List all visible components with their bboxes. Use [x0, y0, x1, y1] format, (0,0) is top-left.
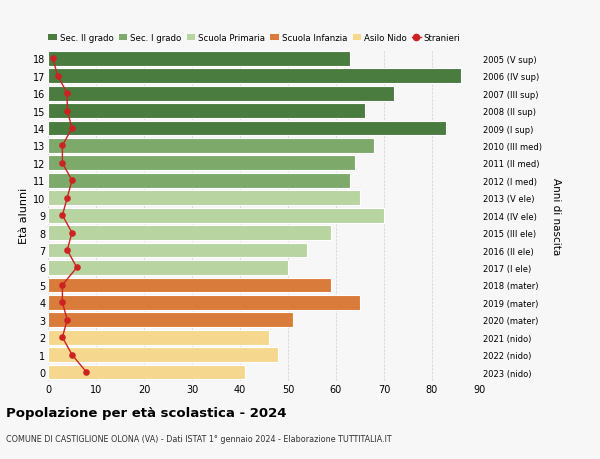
- Bar: [48, 52, 350, 67]
- Point: [62, 90, 72, 98]
- Point: [67, 177, 77, 185]
- Point: [67, 125, 77, 133]
- Y-axis label: Età alunni: Età alunni: [19, 188, 29, 244]
- Bar: [48, 69, 461, 84]
- Point: [72, 264, 82, 272]
- Point: [58, 334, 67, 341]
- Point: [67, 351, 77, 358]
- Bar: [48, 365, 245, 380]
- Legend: Sec. II grado, Sec. I grado, Scuola Primaria, Scuola Infanzia, Asilo Nido, Stran: Sec. II grado, Sec. I grado, Scuola Prim…: [48, 34, 460, 43]
- Point: [48, 56, 58, 63]
- Y-axis label: Anni di nascita: Anni di nascita: [551, 177, 561, 254]
- Point: [62, 316, 72, 324]
- Bar: [48, 208, 384, 223]
- Bar: [48, 261, 288, 275]
- Bar: [48, 347, 278, 362]
- Point: [58, 212, 67, 219]
- Point: [62, 247, 72, 254]
- Bar: [48, 295, 360, 310]
- Bar: [48, 330, 269, 345]
- Point: [53, 73, 62, 80]
- Point: [58, 299, 67, 306]
- Point: [82, 369, 91, 376]
- Bar: [48, 121, 446, 136]
- Text: Popolazione per età scolastica - 2024: Popolazione per età scolastica - 2024: [6, 406, 287, 419]
- Point: [62, 195, 72, 202]
- Bar: [48, 174, 350, 188]
- Bar: [48, 243, 307, 258]
- Point: [67, 230, 77, 237]
- Bar: [48, 139, 374, 154]
- Bar: [48, 226, 331, 241]
- Point: [58, 160, 67, 167]
- Bar: [48, 104, 365, 119]
- Point: [58, 142, 67, 150]
- Bar: [48, 156, 355, 171]
- Point: [62, 108, 72, 115]
- Point: [58, 282, 67, 289]
- Text: COMUNE DI CASTIGLIONE OLONA (VA) - Dati ISTAT 1° gennaio 2024 - Elaborazione TUT: COMUNE DI CASTIGLIONE OLONA (VA) - Dati …: [6, 434, 392, 443]
- Bar: [48, 278, 331, 293]
- Bar: [48, 191, 360, 206]
- Bar: [48, 87, 394, 101]
- Bar: [48, 313, 293, 327]
